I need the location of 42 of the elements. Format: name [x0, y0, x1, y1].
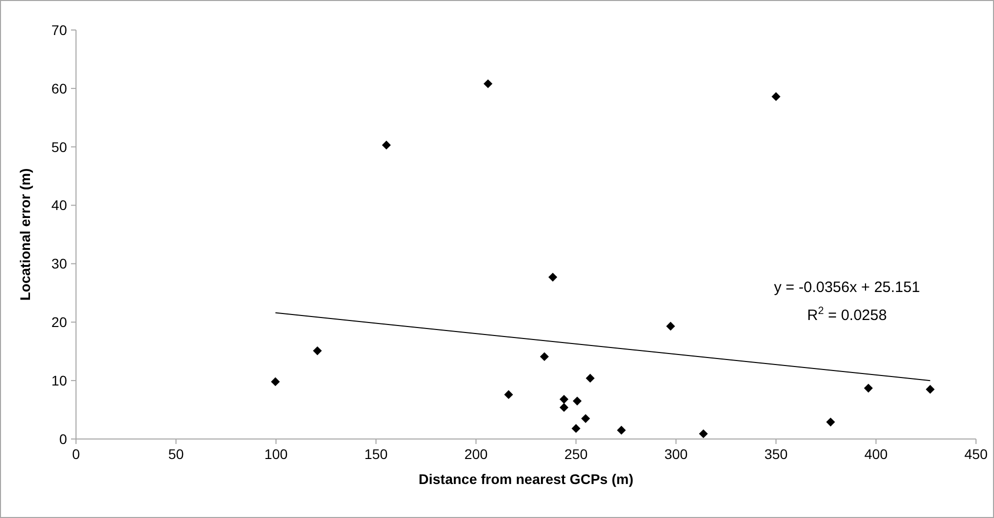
point — [312, 346, 322, 356]
x-tick-label: 100 — [264, 446, 288, 462]
point — [581, 414, 590, 423]
point — [484, 79, 492, 88]
y-axis-title: Locational error (m) — [17, 168, 33, 301]
x-tick-label: 350 — [764, 446, 788, 462]
x-axis-title: Distance from nearest GCPs (m) — [418, 471, 634, 487]
point — [504, 390, 514, 400]
point — [586, 374, 595, 383]
point — [826, 418, 836, 426]
point — [864, 384, 873, 393]
y-tick-label: 0 — [59, 430, 68, 447]
x-tick-label: 400 — [864, 446, 888, 462]
x-tick-label: 200 — [464, 446, 488, 462]
x-tick-label: 50 — [168, 446, 184, 462]
point — [540, 352, 549, 362]
point — [560, 403, 568, 412]
point — [666, 322, 676, 331]
point — [548, 272, 558, 282]
x-tick-label: 250 — [564, 446, 588, 462]
annotation: y = -0.0356x + 25.151 — [774, 279, 920, 296]
y-tick-label: 60 — [51, 80, 68, 96]
x-tick-label: 300 — [664, 446, 688, 462]
y-tick-label: 70 — [51, 22, 68, 38]
point — [270, 377, 280, 386]
x-tick-label: 450 — [964, 446, 988, 462]
y-tick-label: 30 — [51, 256, 68, 272]
y-tick-label: 10 — [51, 372, 68, 388]
y-tick-label: 20 — [51, 314, 68, 330]
x-tick-label: 0 — [72, 446, 80, 462]
point — [572, 424, 580, 433]
y-tick-label: 40 — [51, 197, 68, 214]
point — [926, 384, 935, 394]
annotation: R$^{2}$ = 0.0258 — [807, 305, 887, 324]
point — [382, 140, 391, 150]
point — [616, 426, 626, 435]
point — [772, 92, 780, 102]
point — [698, 429, 708, 438]
y-tick-label: 50 — [51, 138, 68, 155]
point — [560, 394, 568, 404]
x-tick-label: 150 — [364, 446, 388, 462]
point — [572, 396, 582, 406]
